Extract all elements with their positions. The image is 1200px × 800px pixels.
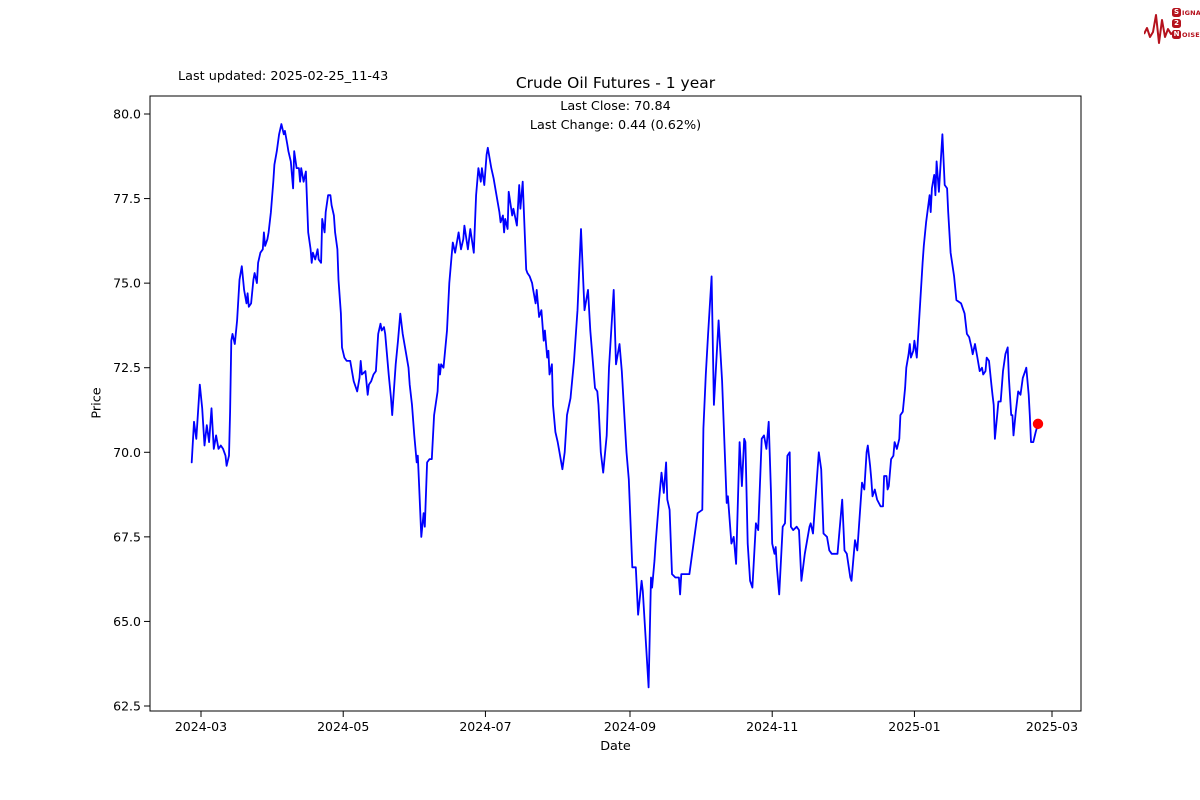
last-close-annotation: Last Close: 70.84 bbox=[560, 99, 671, 114]
y-tick-label: 62.5 bbox=[113, 699, 141, 714]
logo-s-badge: S bbox=[1172, 8, 1181, 17]
x-axis-label: Date bbox=[600, 739, 631, 754]
waveform-icon bbox=[1144, 14, 1174, 44]
logo-noise-text: OISE bbox=[1182, 30, 1200, 39]
x-tick-label: 2025-03 bbox=[1026, 719, 1078, 734]
y-tick-label: 80.0 bbox=[113, 107, 141, 122]
logo-2-badge: 2 bbox=[1172, 19, 1181, 28]
y-tick-label: 75.0 bbox=[113, 276, 141, 291]
chart-title: Crude Oil Futures - 1 year bbox=[515, 74, 716, 92]
logo-n-badge: N bbox=[1172, 30, 1181, 39]
logo-signal-text: IGNAL bbox=[1182, 8, 1200, 17]
last-change-annotation: Last Change: 0.44 (0.62%) bbox=[529, 118, 702, 133]
x-tick-label: 2024-11 bbox=[746, 719, 798, 734]
axis-ticks: 62.5 65.0 67.5 70.0 72.5 75.0 77.5 80.0 2024-03 2… bbox=[113, 107, 1078, 735]
y-tick-label: 65.0 bbox=[113, 614, 141, 629]
signal2noise-logo: S IGNAL 2 N OISE bbox=[1144, 4, 1200, 48]
x-tick-label: 2024-03 bbox=[175, 719, 227, 734]
y-tick-label: 77.5 bbox=[113, 191, 141, 206]
last-updated-text: Last updated: 2025-02-25_11-43 bbox=[178, 69, 389, 84]
price-line-series bbox=[190, 123, 1039, 689]
x-tick-label: 2025-01 bbox=[888, 719, 940, 734]
x-tick-label: 2024-07 bbox=[459, 719, 511, 734]
x-tick-label: 2024-09 bbox=[604, 719, 656, 734]
y-tick-label: 67.5 bbox=[113, 529, 141, 544]
last-price-marker bbox=[1032, 418, 1044, 430]
y-tick-label: 72.5 bbox=[113, 360, 141, 375]
y-tick-label: 70.0 bbox=[113, 445, 141, 460]
plot-border bbox=[149, 95, 1082, 712]
x-tick-label: 2024-05 bbox=[317, 719, 369, 734]
